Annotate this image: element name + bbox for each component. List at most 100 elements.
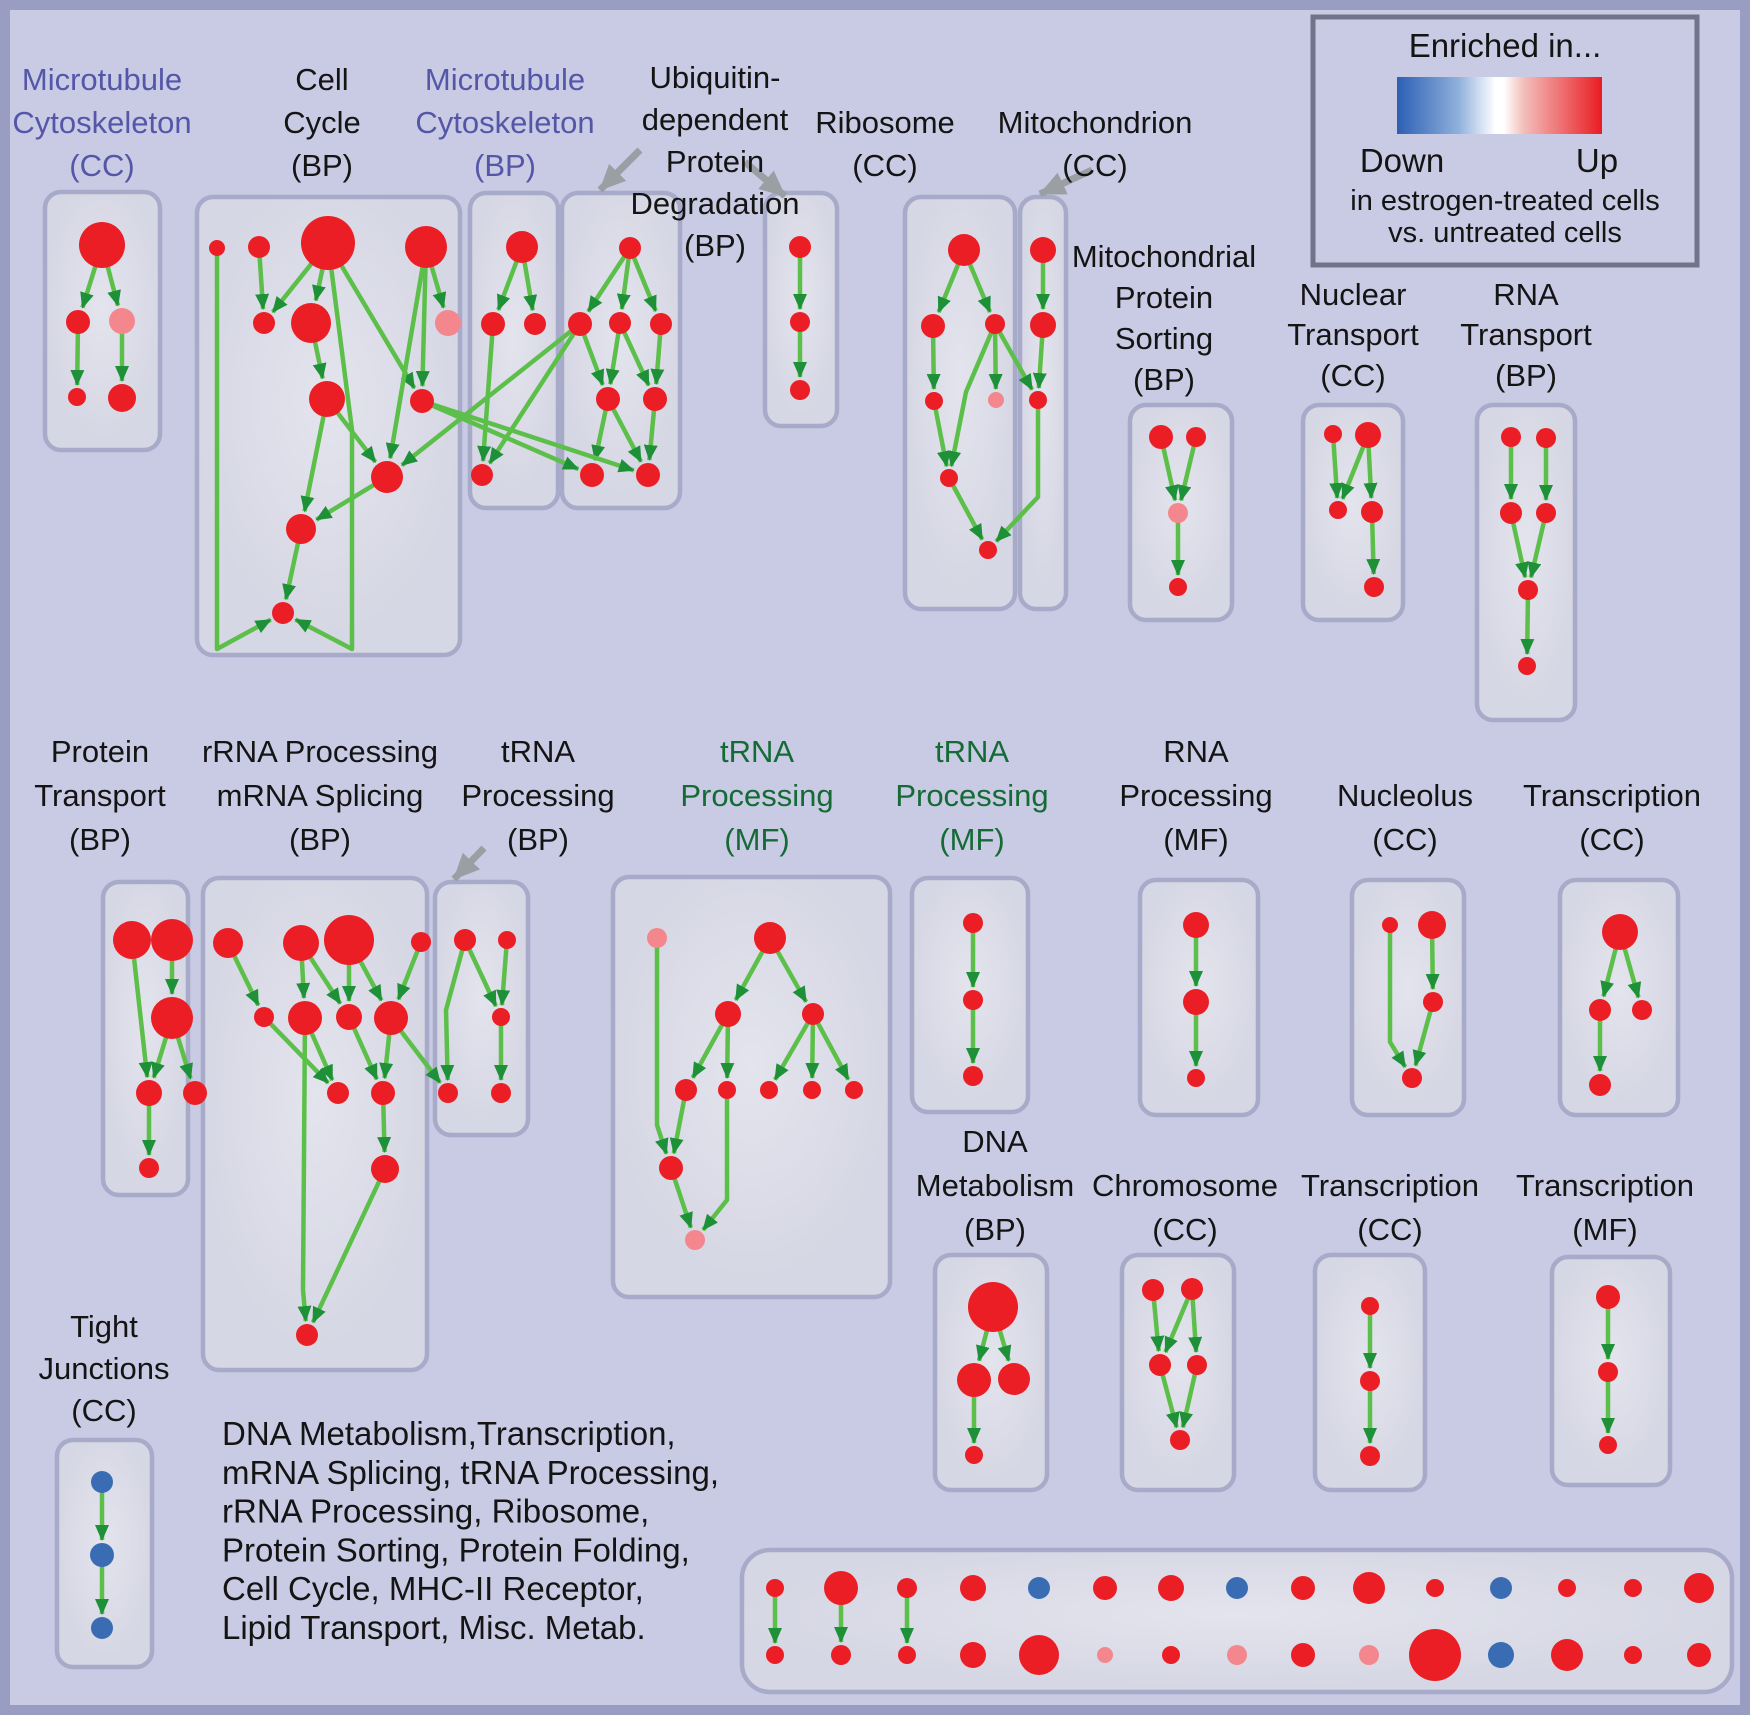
label-nucleolus-line-1: (CC) [1372, 822, 1437, 857]
edge-tb.w1-to-tb.w3 [462, 939, 498, 1008]
node-rr-s5-red [254, 1007, 274, 1027]
node-rr-s9-red [327, 1082, 349, 1104]
node-ub1-u3-red [609, 312, 631, 334]
node-ch-x1-red [1142, 1279, 1164, 1301]
label-transcription-cc-bot-line-0: Transcription [1301, 1168, 1479, 1203]
node-dm-l4-red [965, 1446, 983, 1464]
labels-layer: Microtubule Cytoskeleton (CC) Cell Cycle (BP)… [12, 60, 1701, 1428]
group-box-no [1349, 877, 1467, 1118]
node-pt-q1-red [113, 921, 151, 959]
label-chromosome-line-0: Chromosome [1092, 1168, 1278, 1203]
node-wide-b12-red [1551, 1639, 1583, 1671]
edge-ub1.u2-to-mtbp.c4 [487, 322, 582, 465]
node-tb-w2-red [498, 931, 516, 949]
node-rt-t4-red [1536, 503, 1556, 523]
label-trna-mf-2-line-2: (MF) [939, 822, 1004, 857]
edge-tb.w2-to-tb.w3 [496, 939, 511, 1007]
edge-no.j1-to-no.j4 [1387, 925, 1408, 1069]
label-rna-transport-line-0: RNA [1493, 277, 1559, 312]
node-mtbp-c1-red [506, 231, 538, 263]
node-cc-b8-red [309, 381, 345, 417]
node-wide-t5-red [1093, 1576, 1117, 1600]
node-rr-s2-red [283, 925, 319, 961]
edge-rr.s6-to-rr.s12 [297, 1017, 312, 1323]
node-ch-x5-red [1170, 1430, 1190, 1450]
node-rib-r4-red [925, 392, 943, 410]
edge-tm1.g6-to-tm1.g11 [701, 1090, 730, 1232]
nodes-layer [66, 216, 1714, 1681]
node-rib-r3-red [985, 314, 1005, 334]
node-ub2-v1-red [789, 236, 811, 258]
node-wide-t11-blue [1490, 1577, 1512, 1599]
node-wide-t13-red [1624, 1579, 1642, 1597]
node-tb-w1-red [454, 929, 476, 951]
node-wide-t2-red [897, 1578, 917, 1598]
node-tm1-g1-pink [647, 928, 667, 948]
label-mt-bp-line-0: Microtubule [425, 62, 585, 97]
node-nuc-n4-red [1361, 501, 1383, 523]
label-mps-line-2: Sorting [1115, 321, 1213, 356]
node-tm2-h2-red [963, 990, 983, 1010]
node-ch-x3-red [1149, 1354, 1171, 1376]
node-nuc-n2-red [1355, 422, 1381, 448]
node-wide-b0-red [766, 1646, 784, 1664]
node-tm1-g11-pink [685, 1230, 705, 1250]
node-ub1-u7-red [580, 463, 604, 487]
edge-rr.s4-to-rr.s8 [396, 941, 424, 1001]
label-protein-transport-line-1: Transport [34, 778, 166, 813]
node-wide-b10-red [1409, 1629, 1461, 1681]
label-trna-bp-line-2: (BP) [507, 822, 569, 857]
edge-mit.m3-to-rib.r7 [994, 400, 1041, 543]
label-trna-mf-2-line-1: Processing [895, 778, 1048, 813]
node-mit-m3-red [1029, 391, 1047, 409]
edge-cc.b8-to-cc.b11 [300, 398, 330, 513]
label-trna-mf-1-line-0: tRNA [720, 734, 794, 769]
label-chromosome-line-1: (CC) [1152, 1212, 1217, 1247]
label-transcription-cc-mid-line-1: (CC) [1579, 822, 1644, 857]
node-tj-tj3-blue [91, 1617, 113, 1639]
node-tm1-g7-red [760, 1081, 778, 1099]
label-rna-processing-line-0: RNA [1163, 734, 1229, 769]
edge-ub1.u1-to-ub1.u2 [586, 246, 632, 313]
node-rr-s1-red [213, 928, 243, 958]
node-tc2-y2-red [1360, 1371, 1380, 1391]
node-wide-b3-red [960, 1642, 986, 1668]
node-wide-b6-red [1162, 1646, 1180, 1664]
edge-rr.s11-to-rr.s12 [310, 1168, 388, 1324]
node-rib-r1-red [948, 234, 980, 266]
label-mt-bp-line-1: Cytoskeleton [415, 105, 594, 140]
edge-cc.b9-to-ub1.u7 [421, 398, 580, 472]
edge-nuc.n1-to-nuc.n3 [1329, 433, 1344, 500]
edge-pt.q1-to-pt.q4 [129, 939, 153, 1079]
node-mps-p4-red [1169, 578, 1187, 596]
node-wide-b5-pink [1097, 1647, 1113, 1663]
label-mitochondrion-line-0: Mitochondrion [998, 105, 1193, 140]
node-mtbp-c2-red [481, 312, 505, 336]
node-rt-t1-red [1501, 427, 1521, 447]
edge-rr.s5-to-rr.s9 [262, 1015, 330, 1085]
edge-ub1.u1-to-ub1.u4 [627, 247, 658, 312]
node-rib-r6-red [940, 469, 958, 487]
edge-rt.t5-to-rt.t6 [1520, 589, 1535, 656]
label-mt-cc-line-1: Cytoskeleton [12, 105, 191, 140]
edge-cc.b4-to-cc.b9 [415, 246, 430, 388]
node-cc-b1-red [209, 240, 225, 256]
label-cell-cycle-line-0: Cell [295, 62, 348, 97]
annotation-arrow-3 [451, 845, 487, 882]
label-nuclear-transport-line-0: Nuclear [1300, 277, 1407, 312]
node-rr-s7-red [336, 1004, 362, 1030]
node-tm1-g10-red [659, 1156, 683, 1180]
node-rr-s10-red [371, 1081, 395, 1105]
node-tc1-k2-red [1589, 999, 1611, 1021]
node-mtcc-a1-red [79, 222, 125, 268]
node-dm-l2-red [957, 1363, 991, 1397]
group-box-tc1 [1557, 877, 1681, 1118]
misc-terms-line-2: rRNA Processing, Ribosome, [222, 1493, 649, 1530]
node-rp-i1-red [1183, 912, 1209, 938]
label-nuclear-transport-line-2: (CC) [1320, 358, 1385, 393]
annotation-arrow-1 [742, 159, 788, 199]
label-nuclear-transport-line-1: Transport [1287, 317, 1419, 352]
group-box-wide [739, 1547, 1735, 1695]
